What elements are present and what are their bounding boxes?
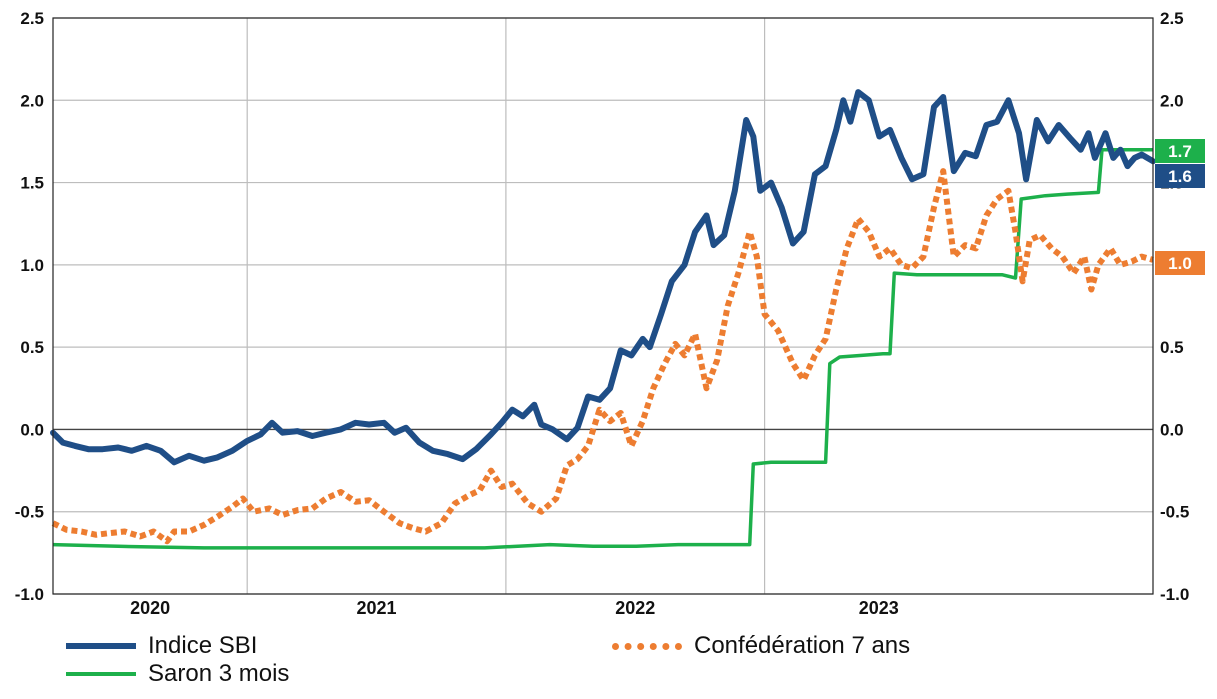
gridlines — [53, 17, 1153, 595]
legend-label-saron-3-mois: Saron 3 mois — [148, 660, 290, 687]
x-tick-label-2022: 2022 — [615, 598, 655, 618]
y-tick-label-right: 2.5 — [1160, 9, 1184, 28]
end-badge-label: 1.0 — [1168, 254, 1192, 273]
y-tick-label-left: 1.5 — [20, 174, 44, 193]
y-tick-label-left: 2.0 — [20, 91, 44, 110]
series-line-conf-d-ration-7-ans — [51, 168, 1154, 545]
legend-swatch-confederation-7-ans — [612, 642, 682, 650]
legend-item-confederation-7-ans: Confédération 7 ans — [612, 632, 910, 660]
legend: Indice SBI Confédération 7 ans Saron 3 m… — [0, 630, 1217, 699]
y-tick-label-left: 0.5 — [20, 338, 44, 357]
y-tick-label-left: -0.5 — [15, 503, 44, 522]
end-badge-1-7: 1.7 — [1155, 139, 1205, 163]
legend-label-confederation-7-ans: Confédération 7 ans — [694, 632, 911, 659]
series-line-indice-sbi — [50, 89, 1156, 466]
series-lines — [50, 89, 1156, 550]
plot-frame — [52, 17, 1154, 595]
end-badge-1-0: 1.0 — [1155, 251, 1205, 275]
end-badge-background — [1155, 164, 1205, 188]
y-axis-right: 2.52.01.51.00.50.0-0.5-1.0 — [1160, 9, 1189, 604]
series-line-saron-3-mois — [52, 147, 1153, 550]
y-tick-label-left: -1.0 — [15, 585, 44, 604]
legend-item-saron-3-mois: Saron 3 mois — [66, 660, 289, 688]
legend-item-indice-sbi: Indice SBI — [66, 632, 257, 660]
end-badge-background — [1155, 251, 1205, 275]
end-badge-label: 1.7 — [1168, 142, 1192, 161]
end-badge-background — [1155, 139, 1205, 163]
x-tick-label-2023: 2023 — [859, 598, 899, 618]
y-tick-label-right: -0.5 — [1160, 503, 1189, 522]
legend-swatch-indice-sbi — [66, 643, 136, 649]
legend-label-indice-sbi: Indice SBI — [148, 632, 258, 659]
end-badge-1-6: 1.6 — [1155, 164, 1205, 188]
y-tick-label-left: 1.0 — [20, 256, 44, 275]
line-chart: 2.5 2.0 1.5 1.0 0.5 0.0 -0.5 -1.0 2.5 2.0 1.5 1.0 0… — [15, 9, 1205, 618]
y-tick-label-right: 0.0 — [1160, 420, 1184, 439]
x-tick-label-2020: 2020 — [130, 598, 170, 618]
legend-swatch-saron-3-mois — [66, 672, 136, 676]
end-value-badges: 1.7 1.6 1.0 — [1155, 139, 1205, 275]
y-tick-label-right: -1.0 — [1160, 585, 1189, 604]
y-tick-label-left: 0.0 — [20, 420, 44, 439]
y-tick-label-left: 2.5 — [20, 9, 44, 28]
x-tick-label-2021: 2021 — [357, 598, 397, 618]
y-tick-label-right: 2.0 — [1160, 91, 1184, 110]
end-badge-label: 1.6 — [1168, 167, 1192, 186]
y-tick-label-right: 0.5 — [1160, 338, 1184, 357]
x-axis: 2020 2021 2022 2023 — [130, 598, 899, 618]
y-axis-left: 2.5 2.0 1.5 1.0 0.5 0.0 -0.5 -1.0 — [15, 9, 44, 604]
